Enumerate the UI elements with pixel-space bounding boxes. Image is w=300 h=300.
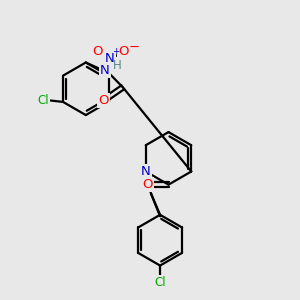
- Text: N: N: [141, 165, 151, 178]
- Text: Cl: Cl: [38, 94, 49, 107]
- Text: O: O: [142, 178, 153, 191]
- Text: O: O: [118, 45, 129, 58]
- Text: +: +: [112, 47, 119, 56]
- Text: O: O: [92, 45, 103, 58]
- Text: N: N: [100, 64, 110, 77]
- Text: N: N: [105, 52, 115, 65]
- Text: Cl: Cl: [154, 276, 166, 290]
- Text: H: H: [112, 59, 121, 72]
- Text: O: O: [98, 94, 109, 106]
- Text: −: −: [128, 41, 140, 54]
